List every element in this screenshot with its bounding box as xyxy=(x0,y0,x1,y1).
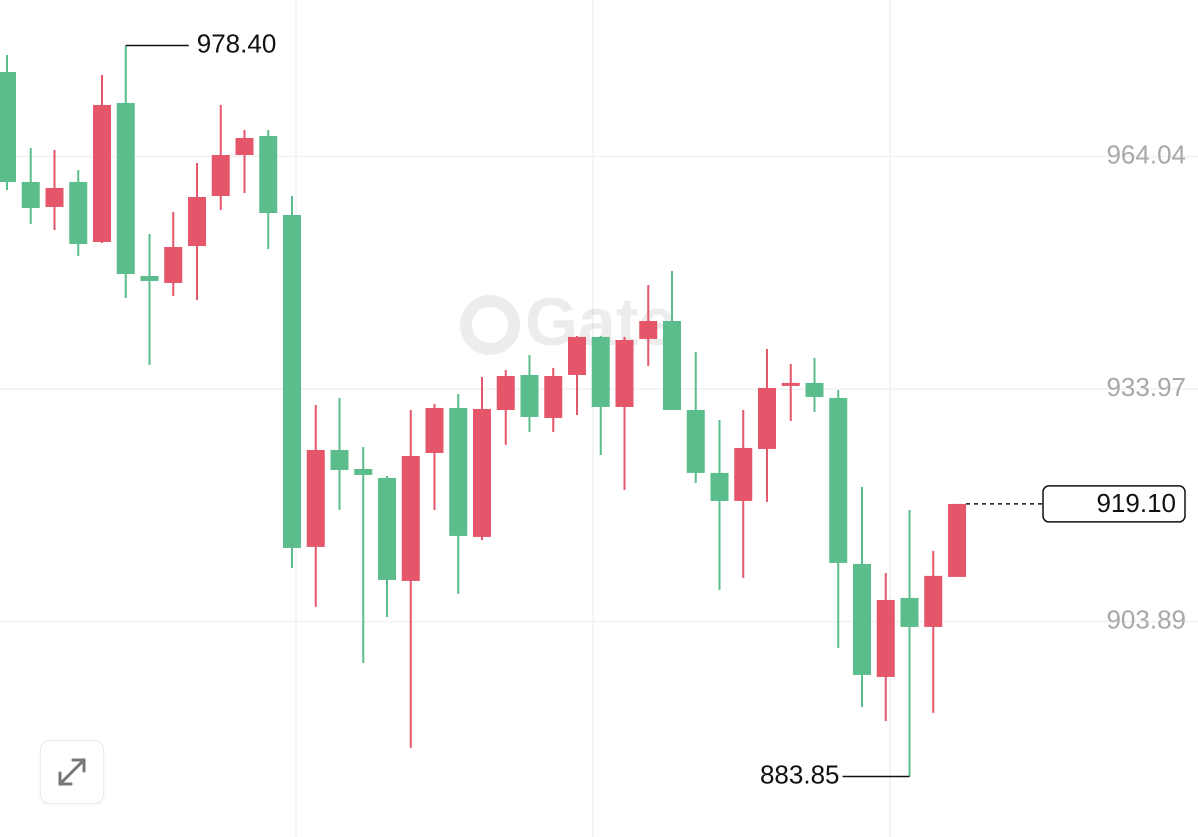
y-tick-label: 933.97 xyxy=(1106,372,1186,402)
candle-body xyxy=(615,339,634,407)
candle-body xyxy=(734,447,753,501)
candle-body xyxy=(354,468,373,475)
candle-body xyxy=(330,449,349,470)
candle-body xyxy=(520,374,539,417)
candle-body xyxy=(853,563,871,675)
last-price-box xyxy=(1042,485,1186,523)
candle-body xyxy=(948,503,966,577)
high-label: 978.40 xyxy=(197,28,277,58)
candle-body xyxy=(473,408,491,537)
candle-body xyxy=(449,407,468,536)
candle-body xyxy=(924,575,943,627)
low-label: 883.85 xyxy=(760,759,840,789)
candle-body xyxy=(829,397,848,563)
candle-body xyxy=(164,247,183,283)
candle-body xyxy=(45,187,64,207)
candle-body xyxy=(900,597,919,627)
candle-body xyxy=(781,382,800,386)
candle-body xyxy=(93,104,111,242)
candle-body xyxy=(710,472,729,501)
watermark-logo xyxy=(460,295,520,355)
candle-body xyxy=(591,336,610,407)
candle-body xyxy=(686,409,705,473)
candle-body xyxy=(283,215,301,548)
expand-button[interactable] xyxy=(40,740,104,804)
candle-body xyxy=(211,155,230,196)
candle-body xyxy=(188,196,206,247)
candle-body xyxy=(306,449,325,547)
candle-body xyxy=(116,102,135,274)
candle-body xyxy=(0,71,16,182)
candle-body xyxy=(378,477,396,580)
candle-body xyxy=(69,181,88,244)
candle-body xyxy=(140,276,159,281)
candle-body xyxy=(235,138,254,156)
y-tick-label: 903.89 xyxy=(1106,604,1186,634)
candle-body xyxy=(639,321,658,339)
candle-body xyxy=(401,455,420,581)
last-price-label: 919.10 xyxy=(1096,488,1176,518)
candle-body xyxy=(259,135,278,213)
candle-body xyxy=(496,375,515,410)
candle-body xyxy=(425,407,444,453)
candle-body xyxy=(568,336,586,375)
candle-body xyxy=(544,375,563,418)
candle-body xyxy=(21,181,40,208)
candle-body xyxy=(876,599,895,677)
candle-body xyxy=(805,382,824,397)
expand-icon xyxy=(58,758,86,786)
candle-body xyxy=(758,387,776,449)
y-tick-label: 964.04 xyxy=(1106,139,1186,169)
candle-body xyxy=(663,321,681,410)
